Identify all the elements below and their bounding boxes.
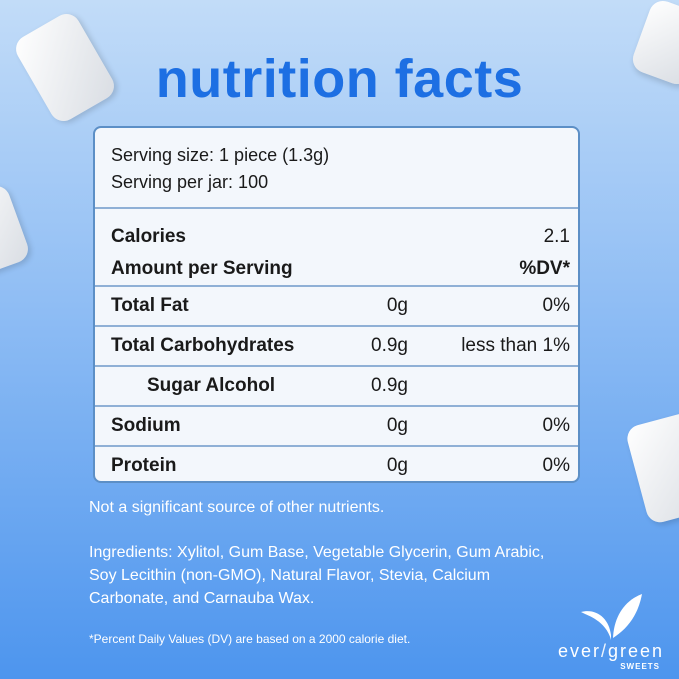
leaf-icon [581, 594, 642, 640]
gum-piece-image [624, 410, 679, 526]
nutrient-name: Total Fat [111, 295, 189, 316]
nutrient-row: Total Fat 0g 0% [95, 287, 578, 327]
nutrient-name: Sodium [111, 415, 181, 436]
servings-per-jar: Serving per jar: 100 [111, 172, 269, 192]
nutrient-name: Sugar Alcohol [147, 375, 276, 396]
nutrient-dv: 0% [542, 455, 570, 476]
footnote: *Percent Daily Values (DV) are based on … [89, 632, 411, 646]
gum-piece-image [0, 182, 32, 278]
amount-label: Amount per Serving [111, 258, 293, 279]
nutrient-amount: 0g [386, 455, 408, 476]
nutrient-row: Total Carbohydrates 0.9g less than 1% [95, 327, 578, 367]
nutrient-dv: 0% [542, 415, 570, 436]
nutrient-row: Sodium 0g 0% [95, 407, 578, 447]
nutrient-amount: 0g [386, 415, 408, 436]
nutrition-table: Serving size: 1 piece (1.3g) Serving per… [93, 126, 580, 483]
dv-label: %DV* [519, 258, 570, 279]
calories-label: Calories [111, 226, 186, 247]
serving-size: Serving size: 1 piece (1.3g) [111, 145, 330, 165]
nutrient-name: Total Carbohydrates [111, 335, 295, 356]
logo-sub: SWEETS [620, 662, 660, 671]
calories-value: 2.1 [543, 226, 570, 247]
calories-section: Calories 2.1 Amount per Serving %DV* [95, 209, 578, 287]
nutrient-row: Protein 0g 0% [95, 447, 578, 481]
nutrient-row: Sugar Alcohol 0.9g [95, 367, 578, 407]
nutrient-amount: 0.9g [371, 375, 408, 396]
page-title: nutrition facts [155, 49, 524, 109]
nutrient-dv: 0% [542, 295, 570, 316]
ingredients: Ingredients: Xylitol, Gum Base, Vegetabl… [89, 544, 545, 607]
nutrient-name: Protein [111, 455, 177, 476]
note: Not a significant source of other nutrie… [89, 499, 385, 516]
nutrient-dv: less than 1% [461, 335, 570, 356]
serving-section: Serving size: 1 piece (1.3g) Serving per… [95, 128, 578, 209]
nutrient-amount: 0.9g [371, 335, 408, 356]
brand-logo: ever/green SWEETS [556, 590, 666, 675]
logo-word: ever/green [557, 641, 665, 661]
nutrient-amount: 0g [386, 295, 408, 316]
